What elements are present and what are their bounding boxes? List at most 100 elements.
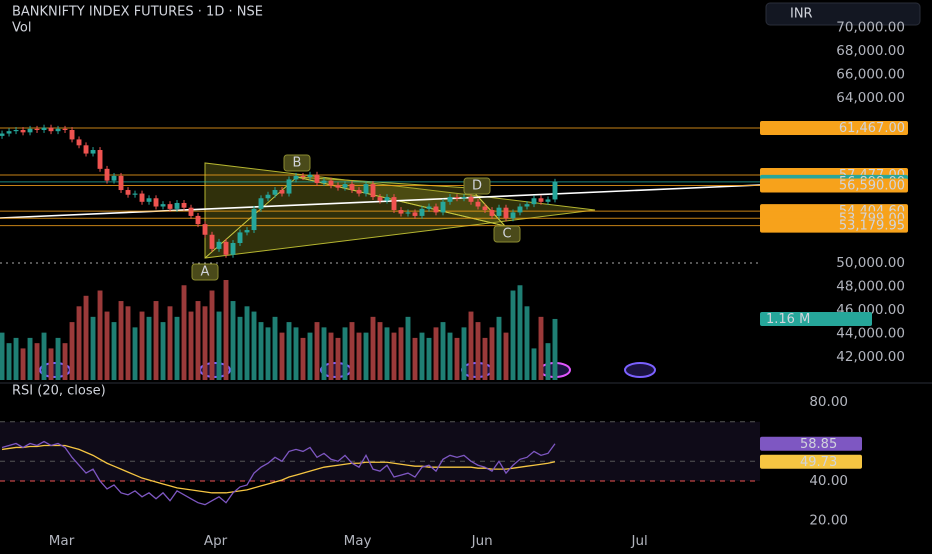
x-tick-label: Jun	[471, 533, 493, 549]
volume-bar	[447, 332, 453, 380]
volume-bar	[48, 348, 54, 380]
candle-body	[6, 131, 12, 134]
volume-bar	[405, 316, 411, 380]
volume-bar	[118, 301, 124, 380]
volume-bar	[202, 306, 208, 380]
currency-label[interactable]: INR	[790, 7, 813, 22]
volume-bar	[482, 337, 488, 380]
volume-bar	[174, 316, 180, 380]
candle-body	[524, 204, 530, 207]
volume-bar	[510, 290, 516, 380]
volume-bar	[370, 316, 376, 380]
level-label: 53,179.95	[839, 219, 905, 234]
candle-body	[139, 193, 145, 202]
candle-body	[202, 224, 208, 235]
rsi-label: 58.85	[800, 437, 837, 452]
y-tick-label: 70,000.00	[836, 20, 905, 36]
volume-bar	[69, 322, 75, 380]
candle-body	[55, 128, 61, 132]
volume-bar	[160, 322, 166, 380]
candle-body	[48, 127, 54, 132]
candle-body	[13, 130, 19, 132]
volume-bar	[363, 332, 369, 380]
volume-bar	[216, 311, 222, 380]
volume-bar	[461, 327, 467, 380]
candle-body	[363, 184, 369, 194]
volume-bar	[0, 332, 5, 380]
currency-button[interactable]	[765, 2, 921, 26]
volume-label: 1.16 M	[766, 312, 810, 327]
volume-bar	[223, 280, 229, 380]
level-label-box	[760, 178, 908, 193]
rsi-title: RSI (20, close)	[12, 384, 106, 399]
rsi-label-box	[760, 454, 862, 469]
candle-body	[251, 208, 257, 231]
candle-body	[237, 232, 243, 243]
volume-bar	[545, 343, 551, 380]
candle-body	[510, 212, 516, 219]
candle-body	[349, 184, 355, 191]
candle-body	[335, 185, 341, 188]
pattern-label: D	[472, 179, 482, 194]
y-tick-label: 44,000.00	[836, 326, 905, 342]
volume-title: Vol	[12, 21, 31, 36]
candle-body	[300, 175, 306, 178]
volume-bar	[237, 316, 243, 380]
volume-bar	[41, 332, 47, 380]
rsi-label: 49.73	[800, 455, 837, 470]
volume-bar	[384, 327, 390, 380]
volume-bar	[258, 322, 264, 380]
candle-body	[174, 202, 180, 209]
volume-bar	[524, 306, 530, 380]
volume-bar	[454, 337, 460, 380]
candle-body	[258, 198, 264, 209]
level-label-box	[760, 218, 908, 233]
candle-body	[97, 150, 103, 169]
y-tick-label: 42,000.00	[836, 349, 905, 365]
candle-body	[342, 184, 348, 188]
candle-body	[69, 130, 75, 140]
candle-body	[391, 197, 397, 211]
volume-bar	[398, 327, 404, 380]
volume-label-box	[760, 311, 872, 326]
volume-bar	[34, 343, 40, 380]
y-tick-label: 50,000.00	[836, 255, 905, 271]
candle-body	[90, 150, 96, 154]
candle-body	[356, 190, 362, 194]
candle-body	[209, 234, 215, 249]
volume-bar	[153, 301, 159, 380]
candle-body	[286, 179, 292, 194]
rsi-band	[0, 421, 760, 481]
candle-body	[552, 181, 558, 200]
pattern-line	[204, 176, 507, 259]
rsi-line	[1, 440, 556, 506]
volume-bar	[489, 327, 495, 380]
pattern-label-box	[283, 154, 311, 172]
pattern-label: B	[293, 156, 302, 171]
volume-bar	[314, 322, 320, 380]
candle-body	[160, 204, 166, 207]
volume-bar	[132, 327, 138, 380]
candle-body	[426, 206, 432, 209]
candle-body	[0, 133, 5, 136]
volume-bar	[272, 316, 278, 380]
volume-bar	[321, 327, 327, 380]
chart-title: BANKNIFTY INDEX FUTURES · 1D · NSE	[12, 5, 263, 20]
volume-bar	[146, 316, 152, 380]
volume-bar	[419, 332, 425, 380]
candle-body	[503, 207, 509, 219]
candle-body	[314, 174, 320, 183]
pattern-label-box	[191, 263, 219, 281]
rsi-tick-label: 20.00	[809, 512, 848, 528]
candle-body	[468, 197, 474, 202]
volume-bar	[293, 327, 299, 380]
y-tick-label: 48,000.00	[836, 279, 905, 295]
x-tick-label: May	[344, 533, 372, 549]
candle-body	[321, 180, 327, 183]
candle-body	[272, 190, 278, 195]
candle-body	[132, 193, 138, 195]
rsi-ma-line	[1, 444, 556, 494]
candle-body	[293, 175, 299, 180]
